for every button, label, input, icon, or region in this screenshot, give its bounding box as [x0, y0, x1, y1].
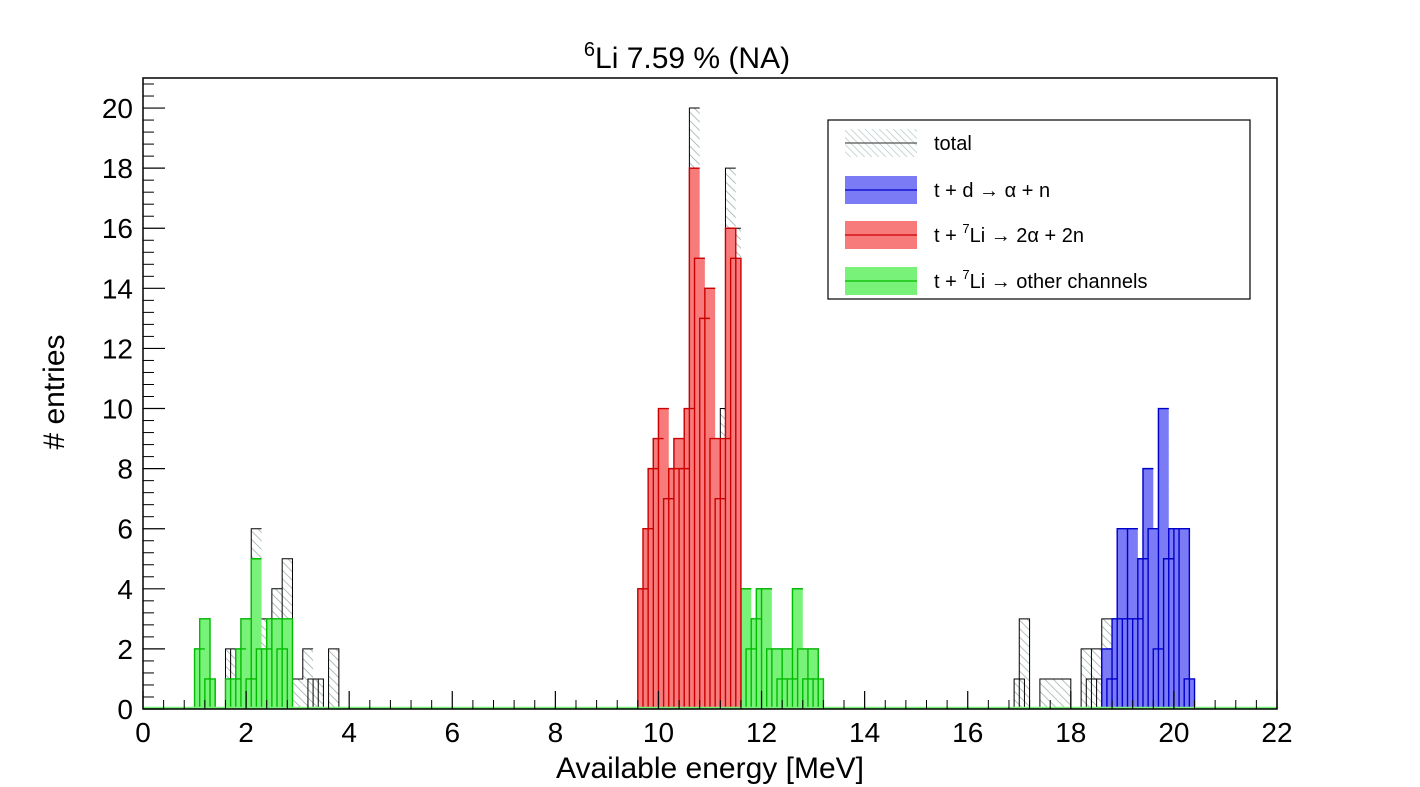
x-tick-label: 8: [548, 717, 564, 748]
x-tick-label: 20: [1158, 717, 1189, 748]
y-tick-label: 18: [102, 153, 133, 184]
legend-label-t7_other: t + 7Li → other channels: [934, 267, 1147, 293]
legend-entry-t7_2a: t + 7Li → 2α + 2n: [845, 221, 1084, 249]
y-tick-label: 8: [117, 454, 133, 485]
y-tick-label: 4: [117, 574, 133, 605]
outline-td: [1101, 407, 1196, 709]
y-tick-label: 0: [117, 694, 133, 725]
bar-td: [1148, 528, 1159, 709]
y-tick-label: 20: [102, 93, 133, 124]
legend-label-part: total: [934, 133, 972, 155]
chart-title: 6Li 7.59 % (NA): [584, 39, 790, 75]
x-axis-title: Available energy [MeV]: [556, 752, 864, 785]
legend-entry-td: t + d → α + n: [845, 176, 1050, 204]
y-tick-label: 16: [102, 213, 133, 244]
bar-total: [328, 648, 339, 709]
legend-label-part: t +: [934, 225, 962, 247]
legend-label-part: 7: [962, 267, 969, 282]
legend-label-part: Li → other channels: [970, 271, 1148, 293]
x-tick-label: 14: [849, 717, 880, 748]
outline-t7_2a: [637, 167, 742, 709]
bar-total: [1060, 678, 1071, 709]
bar-total: [1019, 618, 1030, 709]
legend-label-part: 7: [962, 221, 969, 236]
x-tick-label: 22: [1261, 717, 1292, 748]
histogram-bars: [143, 107, 1277, 710]
chart-title-main: Li 7.59 % (NA): [595, 42, 790, 75]
series-t7_2a: [637, 167, 742, 710]
bar-t7_other: [251, 558, 262, 709]
x-tick-label: 10: [643, 717, 674, 748]
x-tick-label: 4: [341, 717, 357, 748]
legend-label-part: Li → 2α + 2n: [970, 225, 1084, 247]
y-tick-label: 12: [102, 333, 133, 364]
y-tick-label: 2: [117, 634, 133, 665]
y-tick-label: 6: [117, 514, 133, 545]
legend-label-td: t + d → α + n: [934, 180, 1050, 202]
legend-entry-t7_other: t + 7Li → other channels: [845, 267, 1147, 295]
bar-t7_other: [240, 618, 252, 709]
bar-t7_other: [199, 618, 211, 709]
x-tick-label: 0: [135, 717, 151, 748]
bar-total: [1039, 678, 1051, 709]
plot-frame: [142, 77, 1278, 710]
legend-entry-total: total: [845, 129, 972, 157]
y-tick-label: 14: [102, 273, 133, 304]
bar-td: [1179, 528, 1190, 709]
y-tick-label: 10: [102, 394, 133, 425]
y-axis-title: # entries: [38, 334, 71, 449]
series-td: [1101, 407, 1196, 709]
x-tick-label: 12: [746, 717, 777, 748]
legend-label-total: total: [934, 133, 972, 155]
x-tick-label: 6: [444, 717, 460, 748]
bar-total: [1050, 678, 1061, 709]
x-tick-label: 2: [238, 717, 254, 748]
chart-title-superscript: 6: [584, 39, 595, 61]
legend-label-t7_2a: t + 7Li → 2α + 2n: [934, 221, 1084, 247]
axes: 0 2 4 6 8 10 12 14 16 18 20 22 0 2 4 6 8 10 12 14 16 18 20: [102, 83, 1293, 748]
x-tick-label: 16: [952, 717, 983, 748]
legend-label-part: t +: [934, 271, 962, 293]
bar-total: [292, 678, 303, 709]
x-tick-label: 18: [1055, 717, 1086, 748]
legend-label-part: t + d → α + n: [934, 180, 1050, 202]
